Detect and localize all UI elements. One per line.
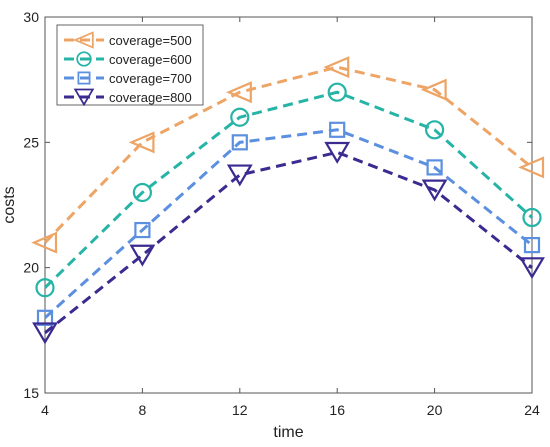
legend-marker (73, 88, 95, 107)
legend-item: coverage=500 (64, 31, 192, 49)
legend-marker (72, 31, 94, 49)
series-line (43, 65, 533, 244)
data-point (518, 156, 545, 179)
y-tick-label: 15 (23, 385, 39, 401)
y-tick-label: 25 (23, 134, 39, 150)
legend-label: coverage=800 (109, 90, 192, 105)
legend-label: coverage=500 (109, 33, 192, 48)
data-point (324, 141, 351, 164)
x-tick-label: 8 (139, 402, 147, 418)
series-2 (35, 82, 542, 298)
x-axis: 4 8 12 16 20 24 (41, 17, 540, 418)
series-layer (31, 56, 545, 345)
data-point (522, 207, 542, 228)
x-tick-label: 24 (524, 402, 540, 418)
data-point (230, 107, 250, 127)
data-point (519, 257, 545, 280)
x-axis-label: time (273, 424, 303, 441)
data-point (134, 221, 151, 239)
y-axis-label: costs (1, 186, 18, 223)
data-point (132, 182, 152, 203)
data-point (523, 237, 541, 254)
x-tick-label: 12 (232, 402, 248, 418)
data-point (327, 82, 347, 102)
series-line (43, 90, 534, 289)
legend-label: coverage=700 (109, 71, 192, 86)
series-line (43, 128, 533, 319)
data-point (231, 134, 248, 151)
series-1 (31, 56, 545, 254)
data-point (225, 81, 252, 104)
legend-marker (76, 51, 92, 67)
series-4 (32, 141, 545, 345)
y-axis: 15 20 25 30 (23, 9, 532, 401)
legend-marker (77, 71, 91, 85)
data-point (129, 244, 156, 267)
legend-item: coverage=700 (64, 71, 192, 86)
x-tick-label: 4 (41, 402, 49, 418)
data-point (323, 56, 350, 79)
data-point (35, 278, 55, 298)
series-3 (36, 121, 541, 326)
data-point (420, 78, 447, 101)
y-tick-label: 20 (23, 260, 39, 276)
series-line (44, 150, 533, 335)
data-point (36, 309, 54, 326)
data-point (128, 131, 155, 154)
data-point (421, 179, 448, 202)
data-point (226, 164, 253, 187)
x-tick-label: 20 (427, 402, 443, 418)
y-tick-label: 30 (23, 9, 39, 25)
x-tick-label: 16 (329, 402, 345, 418)
legend-item: coverage=600 (64, 51, 192, 67)
data-point (31, 231, 58, 254)
data-point (329, 121, 346, 138)
data-point (426, 159, 443, 176)
legend-item: coverage=800 (64, 88, 192, 107)
data-point (425, 120, 445, 140)
data-point (32, 322, 58, 345)
legend-label: coverage=600 (109, 52, 192, 67)
legend: coverage=500 coverage=600 coverage=700 cove… (56, 24, 204, 107)
